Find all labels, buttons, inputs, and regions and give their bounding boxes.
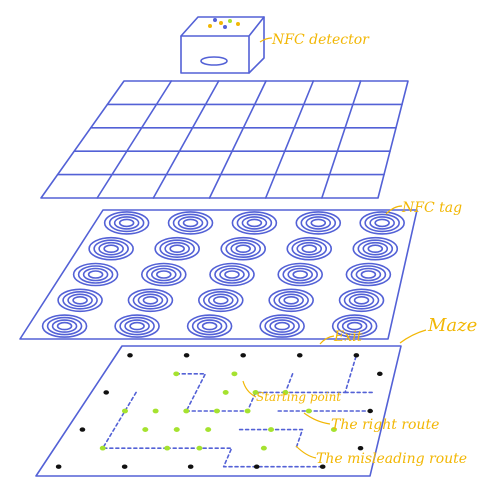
right-route-dot [173,371,180,377]
nfc-tag [286,236,333,261]
right-route-dot [260,445,267,451]
right-route-dot [330,427,337,432]
grid-col-line [96,80,173,199]
right-route-dot [244,408,251,414]
nfc-tag [220,236,266,261]
nfc-detector-label: NFC detector [271,32,370,48]
misleading-route-dot [240,353,246,358]
misleading-route-dot [319,464,326,469]
misleading-route-dot [253,464,260,469]
nfc-tag [231,211,278,235]
right-route-dot [222,390,229,395]
nfc-tag [295,211,342,235]
misleading-route-dot [127,353,133,358]
starting-point-leader [242,380,257,398]
nfc-tag [41,314,88,338]
maze-layer [35,345,402,477]
right-route-dot [183,408,190,414]
nfc-tag-label: NFC tag [401,200,462,216]
right-route-leader [303,412,331,425]
right-route-dot [164,445,171,451]
nfc-tag [331,314,378,338]
misleading-route-dot [353,353,360,358]
nfc-tag [359,211,405,235]
misleading-route-dot [377,371,383,377]
exit-label: Exit [333,329,363,345]
right-route-dot [99,445,106,451]
nfc-tag [186,314,233,338]
maze-route-wall [175,373,207,412]
nfc-detector-leader [259,37,273,43]
misleading-route-dot [367,408,373,414]
nfc-tag-leader [385,205,403,215]
nfc-tag [57,288,103,313]
nfc-tag [345,262,392,287]
starting-point-label: Starting point [256,390,341,404]
misleading-route-dot [357,445,364,451]
misleading-route-dot [55,464,62,469]
right-route-dot [152,408,159,414]
maze-route-wall [101,391,169,449]
right-route-dot [305,408,312,414]
right-route-dot [282,390,289,395]
misleading-route-label: The misleading route [316,451,467,467]
nfc-tag [209,262,255,287]
misleading-route-dot [183,353,190,358]
right-route-dot [196,445,203,451]
right-route-dot [205,427,212,432]
right-route-dot [121,408,128,414]
right-route-dot [173,427,180,432]
misleading-route-dot [103,390,110,395]
grid-col-line [321,80,362,199]
nfc-tag [268,288,314,313]
misleading-route-leader [295,445,317,459]
nfc-tag [338,288,385,313]
grid-outline [40,80,409,199]
right-route-dot [142,427,149,432]
misleading-route-dot [187,464,194,469]
right-route-dot [231,371,238,377]
misleading-route-dot [121,464,128,469]
nfc-tag [114,314,160,338]
nfc-tag-layer [19,209,418,340]
nfc-tag [154,236,200,261]
nfc-tag [352,236,399,261]
maze-leader [399,329,427,344]
grid-col-line [208,80,267,199]
nfc-tag [259,314,305,338]
nfc-tag-sheet [19,209,418,340]
right-route-dot [252,390,259,395]
grid-layer [40,80,409,199]
nfc-tag [277,262,324,287]
nfc-tag [198,288,244,313]
nfc-tag [141,262,187,287]
right-route-label: The right route [331,417,439,433]
nfc-tag [88,236,134,261]
nfc-tag [72,262,119,287]
maze-route-wall [238,428,304,449]
grid-col-line [152,80,220,199]
maze-sheet [35,345,402,477]
grid-col-line [264,80,315,199]
right-route-dot [213,408,220,414]
maze-route-wall [166,447,324,468]
nfc-tag [167,211,214,235]
nfc-detector [180,16,265,74]
misleading-route-dot [79,427,86,432]
exit-leader [319,335,335,345]
maze-label: Maze [427,315,477,336]
misleading-route-dot [296,353,303,358]
right-route-dot [268,427,275,432]
nfc-tag [103,211,150,235]
maze-route-wall [284,354,358,394]
nfc-tag [127,288,174,313]
